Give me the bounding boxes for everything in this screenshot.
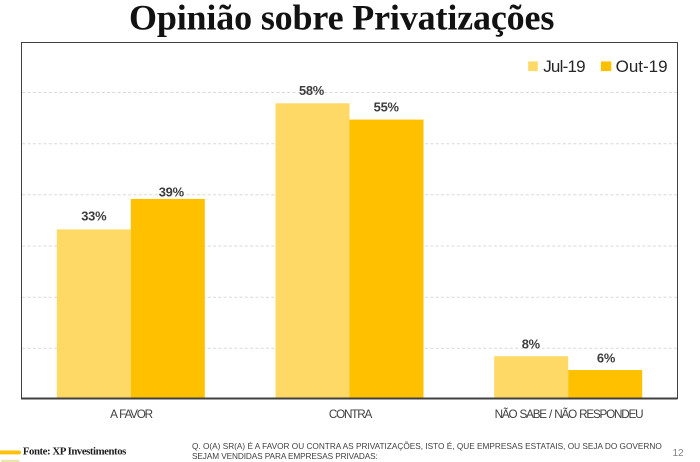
svg-text:Q. O(A) SR(A) É A FAVOR OU CON: Q. O(A) SR(A) É A FAVOR OU CONTRA AS PRI… (192, 441, 662, 451)
svg-text:SEJAM VENDIDAS PARA EMPRESAS P: SEJAM VENDIDAS PARA EMPRESAS PRIVADAS: (192, 452, 378, 461)
svg-text:A FAVOR: A FAVOR (110, 408, 153, 421)
svg-text:Jul-19: Jul-19 (543, 57, 585, 76)
svg-text:58%: 58% (299, 83, 325, 98)
svg-text:39%: 39% (159, 185, 185, 200)
svg-text:6%: 6% (597, 351, 616, 366)
svg-text:33%: 33% (81, 209, 107, 224)
svg-text:NÃO SABE / NÃO RESPONDEU: NÃO SABE / NÃO RESPONDEU (495, 408, 643, 421)
svg-text:12: 12 (672, 448, 684, 459)
svg-text:55%: 55% (374, 100, 400, 115)
svg-text:Out-19: Out-19 (616, 57, 668, 76)
svg-text:Fonte: XP Investimentos: Fonte: XP Investimentos (23, 445, 126, 457)
svg-text:CONTRA: CONTRA (329, 408, 373, 421)
svg-text:Opinião sobre Privatizações: Opinião sobre Privatizações (129, 0, 554, 38)
svg-text:8%: 8% (522, 337, 541, 352)
